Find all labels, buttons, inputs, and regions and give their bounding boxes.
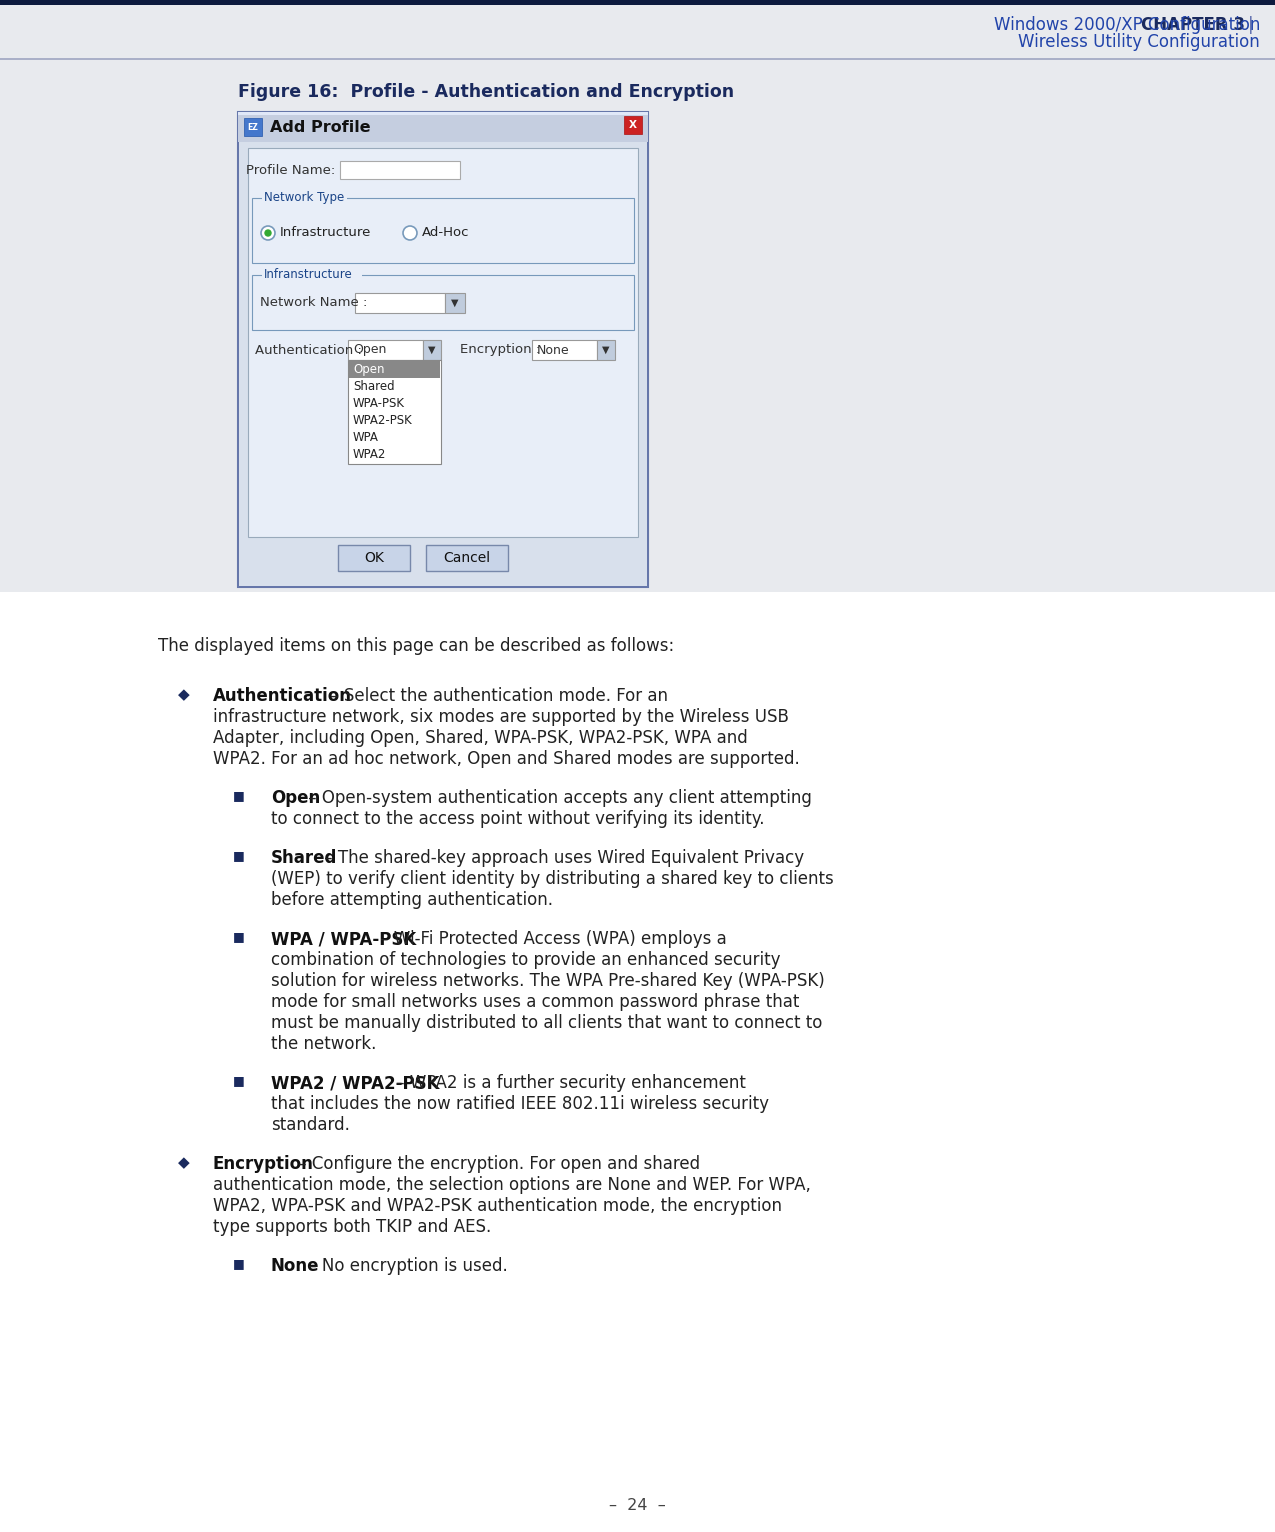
Text: combination of technologies to provide an enhanced security: combination of technologies to provide a…	[272, 951, 780, 970]
Text: ▼: ▼	[602, 345, 609, 355]
Bar	[244, 118, 261, 136]
Text: WPA2-PSK: WPA2-PSK	[353, 414, 413, 427]
Text: Figure 16:  Profile - Authentication and Encryption: Figure 16: Profile - Authentication and …	[238, 83, 734, 101]
Text: WPA2: WPA2	[353, 447, 386, 461]
Text: WPA: WPA	[353, 430, 379, 444]
Text: WPA / WPA-PSK: WPA / WPA-PSK	[272, 930, 416, 948]
Bar	[0, 591, 1275, 1532]
Circle shape	[403, 227, 417, 241]
Text: Infranstructure: Infranstructure	[264, 268, 353, 282]
Text: None: None	[272, 1256, 320, 1275]
Bar	[354, 293, 445, 313]
Text: – The shared-key approach uses Wired Equivalent Privacy: – The shared-key approach uses Wired Equ…	[319, 849, 805, 867]
Bar	[252, 198, 634, 264]
Text: Open: Open	[353, 363, 385, 375]
Text: the network.: the network.	[272, 1036, 376, 1052]
Text: infrastructure network, six modes are supported by the Wireless USB: infrastructure network, six modes are su…	[213, 708, 789, 726]
Bar	[238, 112, 648, 587]
Bar	[238, 112, 648, 115]
Text: authentication mode, the selection options are None and WEP. For WPA,: authentication mode, the selection optio…	[213, 1177, 811, 1193]
Text: Encryption: Encryption	[213, 1155, 314, 1174]
Text: Shared: Shared	[353, 380, 395, 394]
Bar	[252, 276, 634, 329]
Text: Cancel: Cancel	[444, 552, 491, 565]
Text: WPA-PSK: WPA-PSK	[353, 397, 405, 411]
Circle shape	[261, 227, 275, 241]
Text: ■: ■	[233, 1074, 245, 1088]
Text: standard.: standard.	[272, 1115, 349, 1134]
Text: ■: ■	[233, 1256, 245, 1270]
Text: – Select the authentication mode. For an: – Select the authentication mode. For an	[325, 686, 668, 705]
Text: (WEP) to verify client identity by distributing a shared key to clients: (WEP) to verify client identity by distr…	[272, 870, 834, 889]
Text: Windows 2000/XP Configuration: Windows 2000/XP Configuration	[993, 15, 1260, 34]
Text: Add Profile: Add Profile	[270, 119, 371, 135]
Text: solution for wireless networks. The WPA Pre-shared Key (WPA-PSK): solution for wireless networks. The WPA …	[272, 971, 825, 990]
Bar	[348, 360, 441, 464]
Bar	[261, 192, 347, 204]
Text: |: |	[1248, 15, 1253, 34]
Bar	[623, 116, 643, 133]
Text: ▼: ▼	[451, 299, 459, 308]
Text: Open: Open	[353, 343, 386, 357]
Text: Network Name :: Network Name :	[260, 297, 367, 309]
Bar	[532, 340, 597, 360]
Bar	[338, 545, 411, 571]
Text: CHAPTER 3: CHAPTER 3	[1141, 15, 1244, 34]
Text: WPA2. For an ad hoc network, Open and Shared modes are supported.: WPA2. For an ad hoc network, Open and Sh…	[213, 751, 799, 768]
Text: – No encryption is used.: – No encryption is used.	[303, 1256, 507, 1275]
Text: to connect to the access point without verifying its identity.: to connect to the access point without v…	[272, 810, 765, 827]
Text: Infrastructure: Infrastructure	[280, 227, 371, 239]
Bar	[349, 362, 440, 378]
Text: mode for small networks uses a common password phrase that: mode for small networks uses a common pa…	[272, 993, 799, 1011]
Text: Authentication: Authentication	[213, 686, 352, 705]
Text: before attempting authentication.: before attempting authentication.	[272, 892, 553, 908]
Text: ◆: ◆	[179, 1155, 190, 1170]
Bar	[0, 5, 1275, 60]
Text: ▼: ▼	[428, 345, 436, 355]
Text: ■: ■	[233, 930, 245, 944]
Text: None: None	[537, 343, 570, 357]
Text: type supports both TKIP and AES.: type supports both TKIP and AES.	[213, 1218, 491, 1236]
Text: The displayed items on this page can be described as follows:: The displayed items on this page can be …	[158, 637, 674, 656]
Text: ◆: ◆	[179, 686, 190, 702]
Text: OK: OK	[365, 552, 384, 565]
Text: Ad-Hoc: Ad-Hoc	[422, 227, 469, 239]
Bar	[261, 270, 362, 280]
Text: Adapter, including Open, Shared, WPA-PSK, WPA2-PSK, WPA and: Adapter, including Open, Shared, WPA-PSK…	[213, 729, 747, 748]
Text: –  24  –: – 24 –	[608, 1497, 666, 1512]
Text: Shared: Shared	[272, 849, 338, 867]
Text: ■: ■	[233, 849, 245, 863]
Text: – Wi-Fi Protected Access (WPA) employs a: – Wi-Fi Protected Access (WPA) employs a	[375, 930, 727, 948]
Bar	[445, 293, 465, 313]
Text: Wireless Utility Configuration: Wireless Utility Configuration	[1019, 34, 1260, 51]
Bar	[249, 149, 638, 538]
Text: Encryption :: Encryption :	[460, 343, 541, 357]
Bar	[597, 340, 615, 360]
Text: Authentication :: Authentication :	[255, 343, 362, 357]
Bar	[0, 58, 1275, 60]
Bar	[423, 340, 441, 360]
Bar	[0, 0, 1275, 5]
Text: EZ: EZ	[247, 123, 259, 132]
Text: that includes the now ratified IEEE 802.11i wireless security: that includes the now ratified IEEE 802.…	[272, 1095, 769, 1114]
Text: X: X	[629, 119, 638, 130]
Text: – WPA2 is a further security enhancement: – WPA2 is a further security enhancement	[391, 1074, 746, 1092]
Text: Open: Open	[272, 789, 320, 807]
Bar	[348, 340, 423, 360]
Text: ■: ■	[233, 789, 245, 801]
Text: – Configure the encryption. For open and shared: – Configure the encryption. For open and…	[293, 1155, 700, 1174]
Bar	[340, 161, 460, 179]
Text: WPA2, WPA-PSK and WPA2-PSK authentication mode, the encryption: WPA2, WPA-PSK and WPA2-PSK authenticatio…	[213, 1196, 782, 1215]
Bar	[426, 545, 507, 571]
Bar	[238, 142, 646, 587]
Text: WPA2 / WPA2-PSK: WPA2 / WPA2-PSK	[272, 1074, 440, 1092]
Text: Network Type: Network Type	[264, 192, 344, 204]
Text: must be manually distributed to all clients that want to connect to: must be manually distributed to all clie…	[272, 1014, 822, 1033]
Bar	[238, 112, 648, 142]
Circle shape	[265, 230, 272, 236]
Text: Profile Name:: Profile Name:	[246, 164, 335, 176]
Text: – Open-system authentication accepts any client attempting: – Open-system authentication accepts any…	[303, 789, 812, 807]
